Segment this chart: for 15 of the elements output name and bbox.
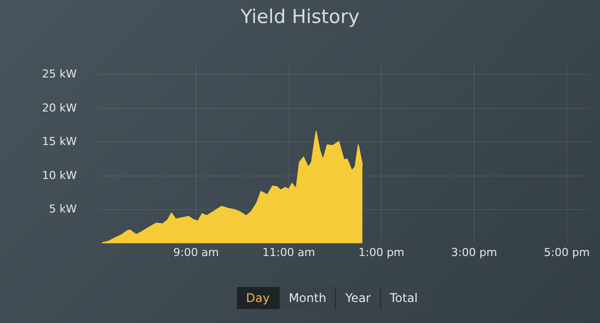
y-tick-label: 25 kW — [42, 68, 77, 81]
y-tick-label: 10 kW — [42, 168, 77, 182]
text: Year — [335, 287, 380, 309]
x-tick-label: 5:00 pm — [544, 246, 590, 259]
y-tick-label: 15 kW — [42, 135, 77, 148]
text: Day — [237, 287, 279, 309]
text: Total — [380, 287, 427, 309]
x-tick-label: 11:00 am — [262, 246, 316, 259]
chart-title: Yield History — [240, 6, 360, 28]
x-tick-label: 1:00 pm — [358, 246, 404, 259]
text: Month — [278, 287, 336, 309]
x-tick-label: 3:00 pm — [451, 246, 498, 259]
y-tick-label: 5 kW — [48, 202, 77, 216]
x-tick-label: 9:00 am — [173, 246, 219, 259]
y-tick-label: 20 kW — [42, 101, 77, 114]
